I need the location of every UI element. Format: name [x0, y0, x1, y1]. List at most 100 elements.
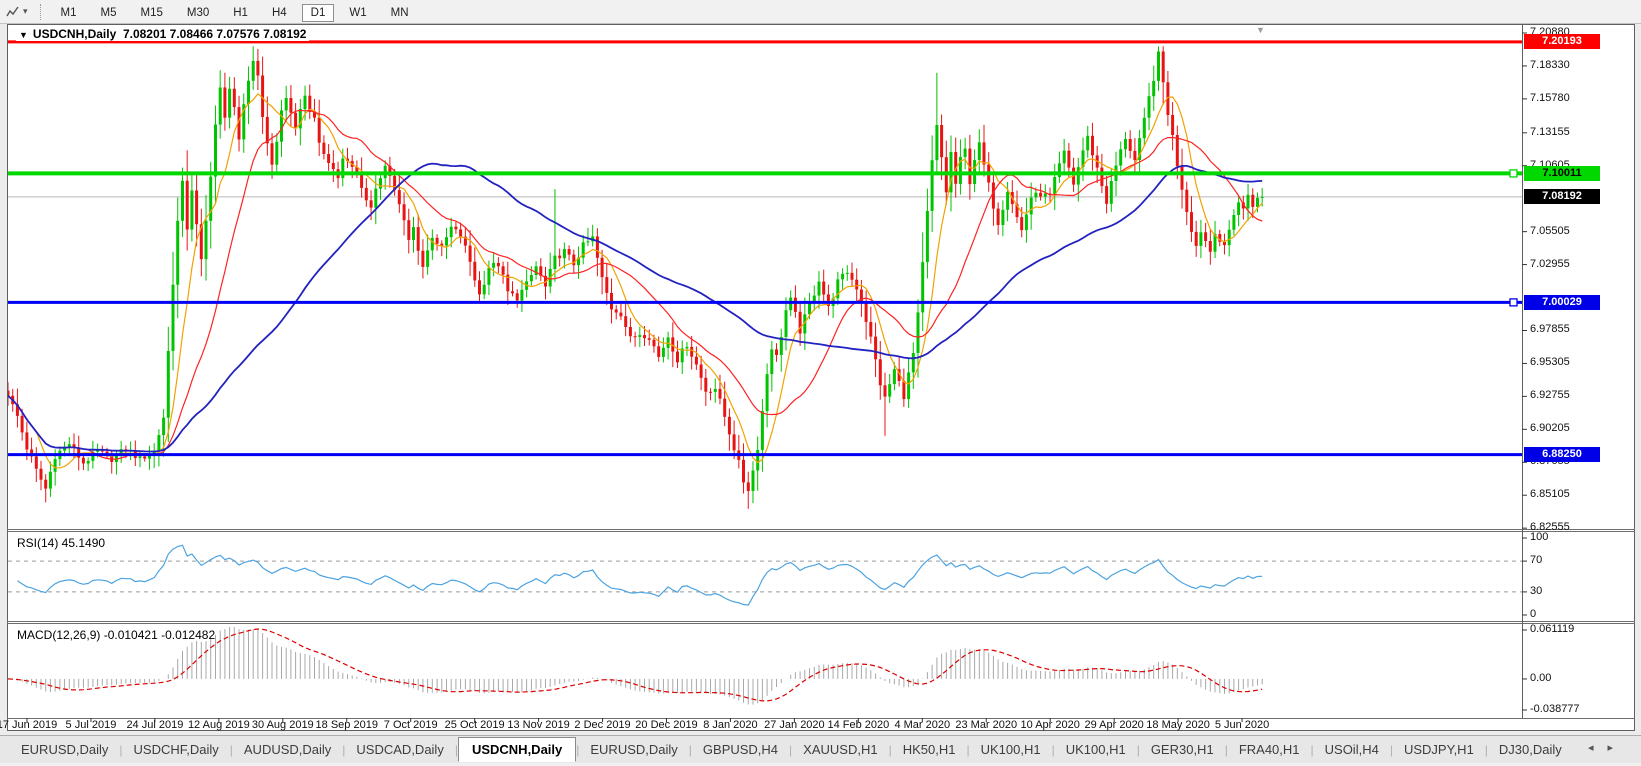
tab-separator: | — [1224, 742, 1228, 757]
macd-axis-tick: 0.00 — [1530, 671, 1552, 684]
date-axis-label: 13 Nov 2019 — [507, 719, 570, 731]
price-axis-tick: 7.18330 — [1530, 58, 1570, 71]
price-line-label[interactable]: 7.20193 — [1524, 34, 1600, 50]
tab-ger30-h1[interactable]: GER30,H1 — [1150, 742, 1214, 757]
indicators-icon[interactable] — [4, 4, 22, 20]
date-axis-label: 24 Jul 2019 — [126, 719, 184, 731]
rsi-axis-tick: 100 — [1530, 531, 1549, 543]
tab-separator: | — [966, 742, 970, 757]
tab-separator: | — [688, 742, 692, 757]
tab-xauusd-h1[interactable]: XAUUSD,H1 — [803, 742, 878, 757]
tab-usdjpy-h1[interactable]: USDJPY,H1 — [1403, 742, 1474, 757]
tab-usoil-h4[interactable]: USOil,H4 — [1324, 742, 1379, 757]
dropdown-arrow-icon[interactable]: ▾ — [23, 6, 28, 16]
tab-gbpusd-h4[interactable]: GBPUSD,H4 — [702, 742, 779, 757]
tab-scroll-left-icon[interactable]: ◂ — [1587, 742, 1608, 754]
symbol-tabbar: EURUSD,Daily | USDCHF,Daily | AUDUSD,Daily | U… — [0, 735, 1641, 764]
date-axis-label: 27 Jan 2020 — [764, 719, 825, 731]
tab-separator: | — [1051, 742, 1055, 757]
tab-separator: | — [789, 742, 793, 757]
chart-title: ▼ USDCNH,Daily 7.08201 7.08466 7.07576 7.… — [16, 27, 310, 41]
tab-eurusd-daily[interactable]: EURUSD,Daily — [21, 742, 109, 757]
timeframe-button-d1[interactable]: D1 — [301, 3, 335, 22]
price-axis-tick: 6.90205 — [1530, 422, 1570, 435]
tab-separator: | — [1136, 742, 1140, 757]
macd-axis-tick: -0.038777 — [1530, 703, 1580, 715]
date-axis-label: 12 Aug 2019 — [187, 719, 250, 731]
tab-separator: | — [1310, 742, 1314, 757]
date-axis-label: 14 Feb 2020 — [827, 719, 890, 731]
date-axis-label: 4 Mar 2020 — [894, 719, 951, 731]
tab-audusd-daily[interactable]: AUDUSD,Daily — [243, 742, 332, 757]
timeframe-button-mn[interactable]: MN — [390, 6, 409, 19]
date-axis-label: 8 Jan 2020 — [703, 719, 758, 731]
date-axis-label: 17 Jun 2019 — [0, 719, 58, 731]
date-axis-label: 30 Aug 2019 — [251, 719, 314, 731]
date-axis-label: 18 May 2020 — [1146, 719, 1210, 731]
price-axis-tick: 6.92755 — [1530, 389, 1570, 402]
tab-scroll-right-icon[interactable]: ▸ — [1607, 742, 1627, 754]
timeframe-button-m30[interactable]: M30 — [186, 6, 210, 19]
macd-label: MACD(12,26,9) -0.010421 -0.012482 — [17, 628, 216, 642]
tab-separator: | — [229, 742, 233, 757]
date-axis-label: 18 Sep 2019 — [315, 719, 378, 731]
timeframe-button-w1[interactable]: W1 — [349, 6, 367, 19]
price-line-label[interactable]: 7.08192 — [1524, 189, 1600, 205]
price-axis-tick: 6.95305 — [1530, 356, 1570, 369]
rsi-axis-tick: 70 — [1530, 554, 1543, 567]
price-axis-tick: 7.15780 — [1530, 91, 1570, 104]
date-axis-label: 5 Jun 2020 — [1214, 719, 1270, 731]
rsi-axis-tick: 30 — [1530, 584, 1543, 597]
date-axis-label: 10 Apr 2020 — [1020, 719, 1080, 731]
timeframe-button-h1[interactable]: H1 — [233, 6, 248, 19]
price-axis-tick: 6.97855 — [1530, 323, 1570, 336]
tab-separator: | — [576, 742, 580, 757]
chart-ohlc-values: 7.08201 7.08466 7.07576 7.08192 — [122, 27, 307, 41]
date-axis-label: 29 Apr 2020 — [1084, 719, 1144, 731]
date-axis-label: 5 Jul 2019 — [65, 719, 117, 731]
tab-usdcnh-daily[interactable]: USDCNH,Daily — [457, 737, 577, 762]
timeframe-toolbar: ▾ M1 M5 M15 M30 H1 H4 D1 W1 MN — [0, 0, 1641, 24]
tab-separator: | — [119, 742, 123, 757]
price-axis-tick: 7.02955 — [1530, 257, 1570, 270]
chart-shift-marker-icon[interactable]: ▼ — [1256, 25, 1265, 35]
tab-hk50-h1[interactable]: HK50,H1 — [902, 742, 956, 757]
timeframe-button-m5[interactable]: M5 — [100, 6, 117, 19]
date-axis-label: 25 Oct 2019 — [444, 719, 505, 731]
tab-uk100-h1[interactable]: UK100,H1 — [980, 742, 1041, 757]
price-axis-tick: 6.85105 — [1530, 488, 1570, 501]
chart-symbol-label: USDCNH,Daily — [32, 27, 117, 41]
date-axis-label: 23 Mar 2020 — [955, 719, 1018, 731]
timeframe-button-m15[interactable]: M15 — [140, 6, 163, 19]
price-line-label[interactable]: 7.00029 — [1524, 294, 1600, 310]
chart-window[interactable] — [7, 24, 1635, 731]
toolbar-separator — [39, 3, 41, 20]
timeframe-buttons: M1 M5 M15 M30 H1 H4 D1 W1 MN — [49, 3, 421, 22]
tab-eurusd-daily[interactable]: EURUSD,Daily — [590, 742, 678, 757]
timeframe-button-m1[interactable]: M1 — [60, 6, 77, 19]
collapse-arrow-icon[interactable]: ▼ — [19, 30, 28, 40]
tab-usdchf-daily[interactable]: USDCHF,Daily — [133, 742, 219, 757]
tab-separator: | — [1389, 742, 1393, 757]
tab-separator: | — [1484, 742, 1488, 757]
tab-fra40-h1[interactable]: FRA40,H1 — [1238, 742, 1300, 757]
date-axis-label: 7 Oct 2019 — [383, 719, 438, 731]
price-line-label[interactable]: 7.10011 — [1524, 165, 1600, 181]
price-axis-tick: 7.13155 — [1530, 125, 1570, 138]
macd-axis-tick: 0.061119 — [1530, 623, 1575, 635]
timeframe-button-h4[interactable]: H4 — [271, 6, 287, 19]
tab-uk100-h1[interactable]: UK100,H1 — [1065, 742, 1126, 757]
tab-separator: | — [342, 742, 346, 757]
price-line-label[interactable]: 6.88250 — [1524, 447, 1600, 463]
rsi-label: RSI(14) 45.1490 — [17, 536, 106, 550]
date-axis-label: 20 Dec 2019 — [635, 719, 698, 731]
price-axis-tick: 6.82555 — [1530, 521, 1570, 534]
price-axis-tick: 7.05505 — [1530, 224, 1570, 237]
status-strip — [0, 763, 1641, 766]
tab-separator: | — [454, 742, 458, 757]
rsi-axis-tick: 0 — [1530, 608, 1537, 620]
tab-separator: | — [888, 742, 892, 757]
tab-usdcad-daily[interactable]: USDCAD,Daily — [356, 742, 444, 757]
tab-dj30-daily[interactable]: DJ30,Daily — [1498, 742, 1562, 757]
date-axis-label: 2 Dec 2019 — [574, 719, 631, 731]
